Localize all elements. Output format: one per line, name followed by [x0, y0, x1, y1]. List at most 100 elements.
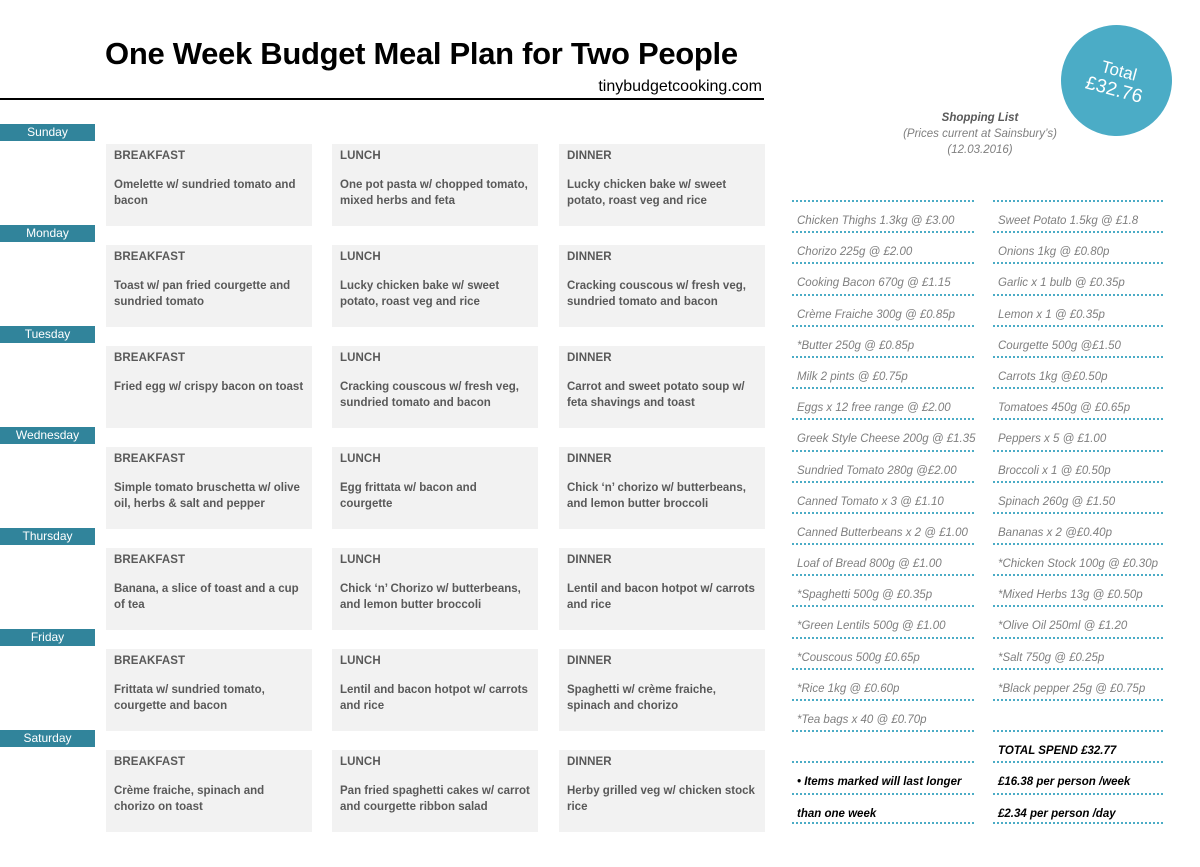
meal-description: Simple tomato bruschetta w/ olive oil, h… — [114, 482, 300, 510]
note-line2: than one week — [792, 792, 974, 824]
day-label-wednesday: Wednesday — [0, 427, 95, 444]
meal-card-friday-lunch: LUNCH Lentil and bacon hotpot w/ carrots … — [332, 649, 538, 731]
meal-type: BREAKFAST — [114, 453, 186, 465]
site-url: tinybudgetcooking.com — [598, 78, 762, 95]
meal-type: LUNCH — [340, 150, 381, 162]
meal-description: Lucky chicken bake w/ sweet potato, roas… — [340, 280, 500, 308]
meal-description: Carrot and sweet potato soup w/ feta sha… — [567, 381, 745, 409]
shopping-list-header: Shopping List (Prices current at Sainsbu… — [860, 110, 1100, 158]
meal-description: Spaghetti w/ crème fraiche, spinach and … — [567, 684, 716, 712]
shopping-item: Bananas x 2 @£0.40p — [993, 511, 1163, 543]
shopping-item: Canned Tomato x 3 @ £1.10 — [792, 480, 974, 512]
shopping-list-subtitle: (Prices current at Sainsbury’s) — [903, 128, 1057, 140]
shopping-item: *Salt 750g @ £0.25p — [993, 636, 1163, 668]
shopping-item: Crème Fraiche 300g @ £0.85p — [792, 293, 974, 325]
meal-card-saturday-lunch: LUNCH Pan fried spaghetti cakes w/ carrot… — [332, 750, 538, 832]
meal-description: Fried egg w/ crispy bacon on toast — [114, 381, 304, 393]
shopping-item: *Chicken Stock 100g @ £0.30p — [993, 543, 1163, 574]
meal-description: Banana, a slice of toast and a cup of te… — [114, 583, 299, 611]
day-label-monday: Monday — [0, 225, 95, 242]
meal-card-tuesday-dinner: DINNER Carrot and sweet potato soup w/ fe… — [559, 346, 765, 428]
meal-card-tuesday-breakfast: BREAKFAST Fried egg w/ crispy bacon on to… — [106, 346, 312, 428]
meal-description: One pot pasta w/ chopped tomato, mixed h… — [340, 179, 528, 207]
day-label-sunday: Sunday — [0, 124, 95, 141]
meal-type: DINNER — [567, 352, 612, 364]
shopping-item: *Butter 250g @ £0.85p — [792, 324, 974, 356]
meal-type: BREAKFAST — [114, 251, 186, 263]
meal-card-monday-dinner: DINNER Cracking couscous w/ fresh veg, su… — [559, 245, 765, 327]
day-label-tuesday: Tuesday — [0, 326, 95, 343]
meal-card-wednesday-lunch: LUNCH Egg frittata w/ bacon and courgette — [332, 447, 538, 529]
shopping-item: Canned Butterbeans x 2 @ £1.00 — [792, 511, 974, 543]
shopping-item: Carrots 1kg @£0.50p — [993, 355, 1163, 387]
meal-description: Lentil and bacon hotpot w/ carrots and r… — [340, 684, 528, 712]
meal-description: Chick ‘n’ Chorizo w/ butterbeans, and le… — [340, 583, 521, 611]
meal-description: Chick ‘n’ chorizo w/ butterbeans, and le… — [567, 482, 746, 510]
meal-card-sunday-breakfast: BREAKFAST Omelette w/ sundried tomato and… — [106, 144, 312, 226]
shopping-list-date: (12.03.2016) — [947, 144, 1013, 156]
meal-type: DINNER — [567, 150, 612, 162]
shopping-item: Cooking Bacon 670g @ £1.15 — [792, 262, 974, 293]
meal-type: DINNER — [567, 554, 612, 566]
shopping-item: Tomatoes 450g @ £0.65p — [993, 387, 1163, 418]
meal-card-wednesday-breakfast: BREAKFAST Simple tomato bruschetta w/ oli… — [106, 447, 312, 529]
meal-card-tuesday-lunch: LUNCH Cracking couscous w/ fresh veg, sun… — [332, 346, 538, 428]
meal-card-saturday-dinner: DINNER Herby grilled veg w/ chicken stock… — [559, 750, 765, 832]
shopping-item: Sundried Tomato 280g @£2.00 — [792, 449, 974, 481]
shopping-item: Chorizo 225g @ £2.00 — [792, 231, 974, 262]
shopping-item: Loaf of Bread 800g @ £1.00 — [792, 543, 974, 574]
shopping-item: *Olive Oil 250ml @ £1.20 — [993, 605, 1163, 636]
shopping-item: *Black pepper 25g @ £0.75p — [993, 667, 1163, 699]
meal-type: DINNER — [567, 251, 612, 263]
shopping-item: *Green Lentils 500g @ £1.00 — [792, 605, 974, 636]
meal-type: LUNCH — [340, 756, 381, 768]
shopping-item — [993, 699, 1163, 730]
shopping-item: Garlic x 1 bulb @ £0.35p — [993, 262, 1163, 293]
meal-type: BREAKFAST — [114, 150, 186, 162]
meal-description: Toast w/ pan fried courgette and sundrie… — [114, 280, 291, 308]
shopping-item: Spinach 260g @ £1.50 — [993, 480, 1163, 512]
day-label-friday: Friday — [0, 629, 95, 646]
meal-card-sunday-dinner: DINNER Lucky chicken bake w/ sweet potato… — [559, 144, 765, 226]
meal-card-thursday-lunch: LUNCH Chick ‘n’ Chorizo w/ butterbeans, a… — [332, 548, 538, 630]
shopping-item: Eggs x 12 free range @ £2.00 — [792, 387, 974, 418]
per-week: £16.38 per person /week — [993, 761, 1163, 792]
shopping-item: Peppers x 5 @ £1.00 — [993, 418, 1163, 449]
meal-description: Cracking couscous w/ fresh veg, sundried… — [567, 280, 746, 308]
meal-type: DINNER — [567, 453, 612, 465]
shopping-item: Onions 1kg @ £0.80p — [993, 231, 1163, 262]
shopping-item: Milk 2 pints @ £0.75p — [792, 355, 974, 387]
note-line1: • Items marked will last longer — [792, 761, 974, 792]
meal-type: LUNCH — [340, 352, 381, 364]
shopping-item: Chicken Thighs 1.3kg @ £3.00 — [792, 200, 974, 231]
meal-type: LUNCH — [340, 655, 381, 667]
shopping-item: Sweet Potato 1.5kg @ £1.8 — [993, 200, 1163, 231]
shopping-item: Lemon x 1 @ £0.35p — [993, 293, 1163, 325]
shopping-item: *Tea bags x 40 @ £0.70p — [792, 699, 974, 730]
meal-description: Frittata w/ sundried tomato, courgette a… — [114, 684, 265, 712]
shopping-list-left-column: Chicken Thighs 1.3kg @ £3.00 Chorizo 225g… — [792, 200, 976, 824]
shopping-list-right-column: Sweet Potato 1.5kg @ £1.8 Onions 1kg @ £0… — [993, 200, 1163, 824]
meal-card-friday-dinner: DINNER Spaghetti w/ crème fraiche, spinac… — [559, 649, 765, 731]
meal-type: LUNCH — [340, 554, 381, 566]
day-label-thursday: Thursday — [0, 528, 95, 545]
meal-description: Cracking couscous w/ fresh veg, sundried… — [340, 381, 519, 409]
meal-card-monday-lunch: LUNCH Lucky chicken bake w/ sweet potato,… — [332, 245, 538, 327]
meal-card-monday-breakfast: BREAKFAST Toast w/ pan fried courgette an… — [106, 245, 312, 327]
meal-type: BREAKFAST — [114, 352, 186, 364]
meal-type: LUNCH — [340, 251, 381, 263]
shopping-item: TOTAL SPEND £32.77 — [993, 730, 1163, 761]
meal-description: Pan fried spaghetti cakes w/ carrot and … — [340, 785, 530, 813]
meal-type: BREAKFAST — [114, 756, 186, 768]
meal-type: LUNCH — [340, 453, 381, 465]
meal-type: BREAKFAST — [114, 655, 186, 667]
meal-description: Omelette w/ sundried tomato and bacon — [114, 179, 296, 207]
shopping-item: *Mixed Herbs 13g @ £0.50p — [993, 574, 1163, 605]
meal-description: Lucky chicken bake w/ sweet potato, roas… — [567, 179, 727, 207]
shopping-item — [792, 730, 974, 761]
meal-card-thursday-breakfast: BREAKFAST Banana, a slice of toast and a … — [106, 548, 312, 630]
shopping-item: *Spaghetti 500g @ £0.35p — [792, 574, 974, 605]
shopping-list-title: Shopping List — [941, 112, 1019, 124]
header-divider — [0, 98, 764, 100]
page-title: One Week Budget Meal Plan for Two People — [105, 36, 738, 71]
